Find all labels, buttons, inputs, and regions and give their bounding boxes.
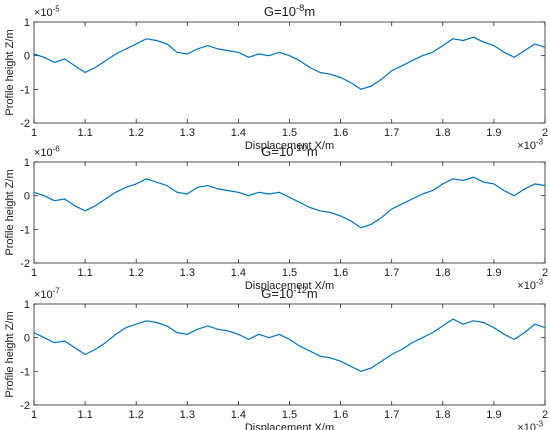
y-tick-label: 1 [24, 17, 30, 29]
y-tick-label: 0 [24, 333, 30, 345]
y-tick-label: 1 [24, 299, 30, 311]
profile-line [33, 318, 546, 372]
x-tick-label: 1.2 [129, 409, 144, 421]
axes-box [33, 21, 546, 124]
profile-line [33, 36, 546, 90]
subplot-title: G=10-12m [261, 285, 318, 301]
x-tick-label: 1.2 [129, 267, 144, 279]
x-axis-label: Displacement X/m [245, 140, 334, 152]
x-tick-label: 2 [542, 267, 548, 279]
x-exponent-label: ×10-3 [517, 138, 543, 152]
profile-line [33, 176, 546, 229]
x-tick-label: 1.3 [180, 267, 195, 279]
x-tick-label: 1.4 [231, 267, 246, 279]
x-tick-label: 1.6 [333, 409, 348, 421]
x-tick-label: 2 [542, 127, 548, 139]
x-tick-label: 1.5 [282, 127, 297, 139]
y-axis-label: Profile height Z/m [4, 29, 16, 115]
x-tick-label: 1 [31, 127, 37, 139]
x-tick-label: 1.1 [77, 409, 92, 421]
subplot-title: G=10-10m [261, 143, 318, 159]
y-tick-label: -1 [20, 366, 30, 378]
subplot-title: G=10-8m [264, 3, 315, 19]
x-tick-label: 1.9 [486, 127, 501, 139]
x-tick-label: 1.8 [435, 409, 450, 421]
subplot-2: 1 1.1 1.2 1.3 1.4 1.5 1.6 1.7 1.8 1.9 2 -2 -1 0 1 G=10-… [4, 143, 548, 292]
x-tick-label: 1.2 [129, 127, 144, 139]
x-tick-label: 1.5 [282, 409, 297, 421]
x-axis-label: Displacement X/m [245, 280, 334, 292]
y-exponent-label: ×10-5 [34, 5, 60, 19]
x-tick-label: 1.1 [77, 127, 92, 139]
y-tick-label: -1 [20, 84, 30, 96]
x-tick-label: 1.6 [333, 267, 348, 279]
x-tick-label: 1.9 [486, 267, 501, 279]
y-tick-label: 0 [24, 51, 30, 63]
y-tick-label: 0 [24, 191, 30, 203]
y-exponent-label: ×10-6 [34, 145, 60, 159]
axes-box [33, 161, 546, 264]
x-tick-label: 1.9 [486, 409, 501, 421]
x-tick-label: 1 [31, 267, 37, 279]
x-tick-label: 1.3 [180, 127, 195, 139]
y-tick-label: 1 [24, 157, 30, 169]
y-tick-label: -2 [20, 118, 30, 130]
x-tick-label: 1.7 [384, 267, 399, 279]
x-axis-label: Displacement X/m [245, 422, 334, 430]
x-tick-label: 1.6 [333, 127, 348, 139]
x-exponent-label: ×10-3 [517, 420, 543, 430]
x-tick-label: 1.7 [384, 409, 399, 421]
x-tick-label: 1.7 [384, 127, 399, 139]
x-tick-label: 1.4 [231, 127, 246, 139]
y-exponent-label: ×10-7 [34, 287, 60, 301]
subplot-3: 1 1.1 1.2 1.3 1.4 1.5 1.6 1.7 1.8 1.9 2 -2 -1 0 1 G=10-… [4, 285, 548, 430]
x-tick-label: 1.3 [180, 409, 195, 421]
subplot-1: 1 1.1 1.2 1.3 1.4 1.5 1.6 1.7 1.8 1.9 2 -2 -1 0 1 G=10-… [4, 3, 548, 152]
y-tick-label: -2 [20, 400, 30, 412]
x-tick-label: 1.4 [231, 409, 246, 421]
y-tick-label: -2 [20, 258, 30, 270]
x-tick-label: 1.8 [435, 267, 450, 279]
y-axis-label: Profile height Z/m [4, 311, 16, 397]
x-tick-label: 1.1 [77, 267, 92, 279]
x-tick-label: 1 [31, 409, 37, 421]
x-exponent-label: ×10-3 [517, 278, 543, 292]
axes-box [33, 303, 546, 406]
y-axis-label: Profile height Z/m [4, 169, 16, 255]
x-tick-label: 2 [542, 409, 548, 421]
y-tick-label: -1 [20, 224, 30, 236]
x-tick-label: 1.8 [435, 127, 450, 139]
x-tick-label: 1.5 [282, 267, 297, 279]
